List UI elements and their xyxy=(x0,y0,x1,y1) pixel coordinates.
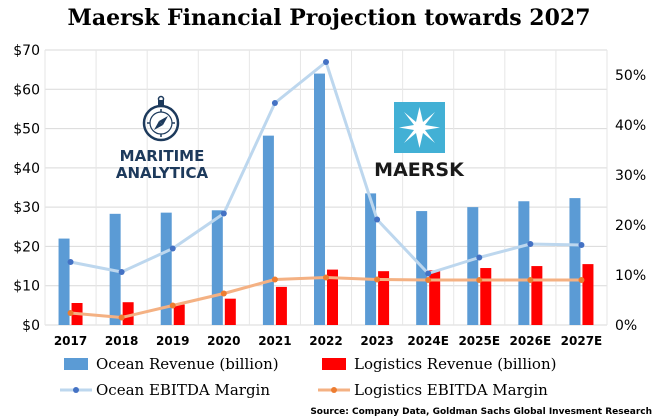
left-tick-label: $30 xyxy=(13,200,40,216)
bar-ocean-revenue xyxy=(211,210,223,325)
bar-logistics-revenue xyxy=(582,264,594,325)
point-logistics-ebitda xyxy=(271,276,278,283)
left-tick-label: $20 xyxy=(13,239,40,255)
point-ocean-ebitda xyxy=(374,216,381,223)
chart-title: Maersk Financial Projection towards 2027 xyxy=(67,5,590,31)
maersk-logo: MAERSK xyxy=(374,102,465,181)
left-tick-label: $40 xyxy=(13,161,40,177)
category-label: 2019 xyxy=(156,334,189,348)
x-axis: 2017 2018 2019 2020 2021 2022 2023 2024E 2025E 20… xyxy=(54,334,602,348)
category-label: 2022 xyxy=(309,334,342,348)
left-tick-label: $50 xyxy=(13,122,40,138)
point-logistics-ebitda xyxy=(425,277,432,283)
bar-logistics-revenue xyxy=(531,266,543,325)
point-logistics-ebitda xyxy=(220,290,227,297)
point-ocean-ebitda xyxy=(425,270,432,277)
legend-label-ocean-revenue: Ocean Revenue (billion) xyxy=(96,355,279,373)
category-label: 2020 xyxy=(207,334,240,348)
maersk-star xyxy=(399,107,440,148)
bar-logistics-revenue xyxy=(173,304,185,325)
point-ocean-ebitda xyxy=(220,210,227,217)
source-note: Source: Company Data, Goldman Sachs Glob… xyxy=(310,407,652,417)
legend-swatch-logistics-revenue xyxy=(322,358,346,370)
right-tick-label: 40% xyxy=(615,118,646,134)
bar-ocean-revenue xyxy=(518,201,530,325)
point-logistics-ebitda xyxy=(578,277,585,283)
left-tick-label: $10 xyxy=(13,279,40,295)
maritime-text: MARITIME xyxy=(120,147,205,165)
legend-marker-ocean-ebitda xyxy=(73,387,79,393)
bar-ocean-revenue xyxy=(467,207,479,325)
left-axis: $0 $10 $20 $30 $40 $50 $60 $70 xyxy=(13,43,40,334)
point-logistics-ebitda xyxy=(527,277,534,283)
category-label: 2025E xyxy=(458,334,500,348)
legend-marker-logistics-ebitda xyxy=(331,387,337,393)
bar-ocean-revenue xyxy=(160,212,172,325)
category-label: 2027E xyxy=(561,334,603,348)
bar-logistics-revenue xyxy=(122,302,134,325)
bar-ocean-revenue xyxy=(365,193,377,325)
point-ocean-ebitda xyxy=(271,100,278,106)
right-tick-label: 30% xyxy=(615,168,646,184)
right-tick-label: 50% xyxy=(615,68,646,84)
bar-logistics-revenue xyxy=(327,269,338,325)
maritime-analytica-logo: MARITIME ANALYTICA xyxy=(116,95,209,182)
bar-logistics-revenue xyxy=(429,270,441,325)
bar-logistics-revenue xyxy=(275,286,287,325)
bar-logistics-revenue xyxy=(480,268,492,325)
category-label: 2024E xyxy=(407,334,449,348)
compass-icon xyxy=(142,95,180,142)
point-ocean-ebitda xyxy=(323,59,329,65)
left-tick-label: $60 xyxy=(13,82,40,98)
bar-ocean-revenue xyxy=(569,198,581,325)
legend-label-ocean-ebitda: Ocean EBITDA Margin xyxy=(96,381,270,399)
analytica-text: ANALYTICA xyxy=(116,164,209,182)
point-logistics-ebitda xyxy=(67,310,74,316)
right-tick-label: 20% xyxy=(615,218,646,234)
category-label: 2026E xyxy=(510,334,552,348)
bar-ocean-revenue xyxy=(262,135,274,325)
point-ocean-ebitda xyxy=(169,245,176,252)
right-axis: 0% 10% 20% 30% 40% 50% xyxy=(615,68,646,334)
legend-swatch-ocean-revenue xyxy=(64,358,88,370)
legend-label-logistics-revenue: Logistics Revenue (billion) xyxy=(354,355,556,373)
point-ocean-ebitda xyxy=(118,269,125,275)
bar-logistics-revenue xyxy=(378,271,390,325)
point-ocean-ebitda xyxy=(527,241,534,247)
point-logistics-ebitda xyxy=(323,274,329,281)
point-ocean-ebitda xyxy=(578,242,585,248)
category-label: 2017 xyxy=(54,334,87,348)
category-label: 2018 xyxy=(105,334,138,348)
legend: Ocean Revenue (billion) Logistics Revenu… xyxy=(60,355,556,399)
category-label: 2023 xyxy=(360,334,393,348)
point-logistics-ebitda xyxy=(118,314,125,321)
left-tick-label: $0 xyxy=(22,318,40,334)
category-label: 2021 xyxy=(258,334,291,348)
legend-label-logistics-ebitda: Logistics EBITDA Margin xyxy=(354,381,548,399)
bars xyxy=(58,73,594,325)
right-tick-label: 10% xyxy=(615,268,646,284)
point-ocean-ebitda xyxy=(67,259,74,265)
bar-ocean-revenue xyxy=(314,73,325,325)
left-tick-label: $70 xyxy=(13,43,40,59)
maersk-text: MAERSK xyxy=(374,159,465,181)
point-ocean-ebitda xyxy=(476,254,483,261)
point-logistics-ebitda xyxy=(169,302,176,309)
point-logistics-ebitda xyxy=(476,277,483,283)
bar-ocean-revenue xyxy=(58,238,70,325)
bar-logistics-revenue xyxy=(224,298,236,325)
right-tick-label: 0% xyxy=(615,318,637,334)
lines xyxy=(67,59,585,321)
point-logistics-ebitda xyxy=(374,276,381,283)
